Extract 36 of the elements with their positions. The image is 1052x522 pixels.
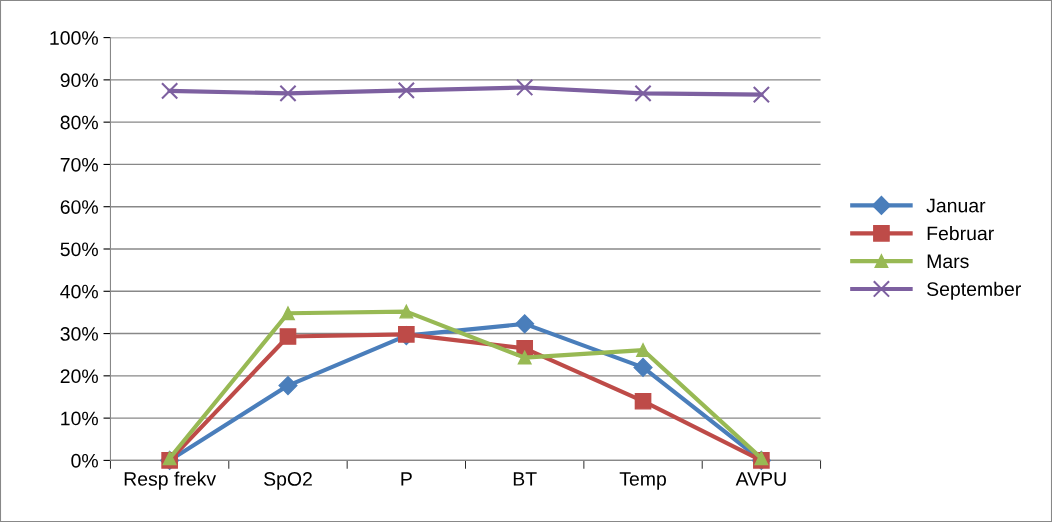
legend-label: Mars <box>927 254 969 269</box>
point <box>399 304 414 319</box>
y-tick-label: 70% <box>60 157 98 172</box>
x-tick-label: Temp <box>619 472 666 490</box>
point <box>752 85 771 104</box>
point <box>517 350 532 365</box>
point <box>281 306 295 321</box>
x-tick-label: Resp frekv <box>124 471 217 490</box>
x-tick-label: BT <box>513 472 537 486</box>
x-tick-label: P <box>401 472 412 486</box>
point <box>634 392 652 410</box>
x-tick-label: AVPU <box>735 472 786 486</box>
point <box>636 343 650 357</box>
y-tick-label: 20% <box>60 369 98 384</box>
y-tick-label: 80% <box>60 115 98 130</box>
point <box>160 82 179 100</box>
legend-label: Januar <box>926 198 986 213</box>
y-tick-label: 30% <box>60 327 98 341</box>
y-tick-label: 50% <box>60 242 98 257</box>
point <box>278 376 298 396</box>
y-tick-label: 0% <box>71 453 98 468</box>
x-tick-label: SpO2 <box>264 472 312 490</box>
y-tick-label: 60% <box>60 200 98 214</box>
point <box>633 357 653 377</box>
y-tick-label: 100% <box>50 31 98 45</box>
point <box>279 328 297 345</box>
y-tick-label: 90% <box>60 73 98 88</box>
point <box>279 84 297 103</box>
point <box>634 84 652 103</box>
point <box>515 314 535 334</box>
y-tick-label: 40% <box>60 284 98 299</box>
legend-label: September <box>927 281 1021 300</box>
point <box>397 81 416 100</box>
y-tick-label: 10% <box>61 411 98 426</box>
point <box>516 78 534 97</box>
legend-label: Februar <box>927 226 994 241</box>
